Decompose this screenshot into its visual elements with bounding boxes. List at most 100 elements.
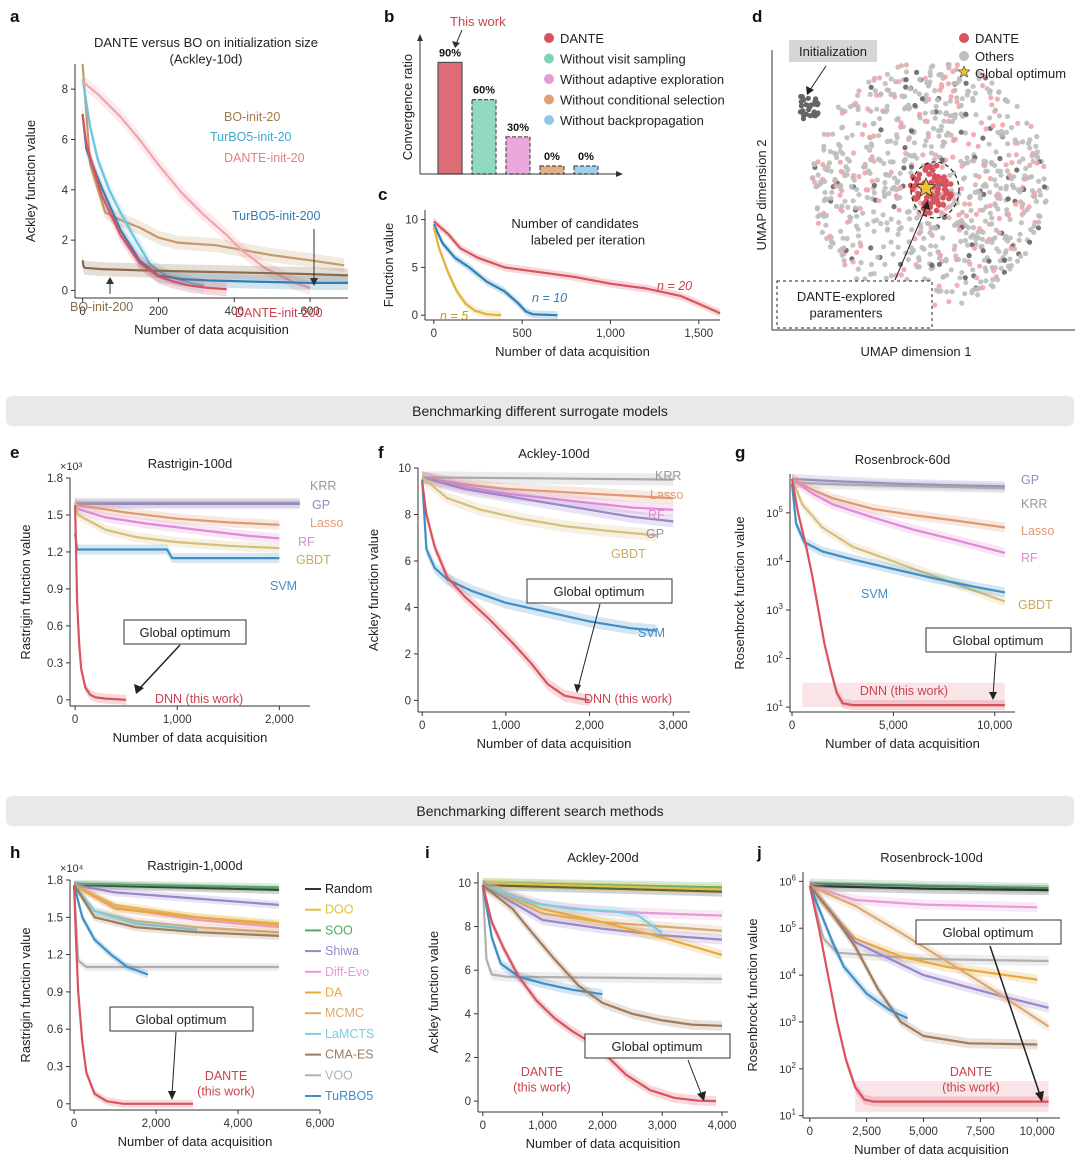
scatter-point <box>937 87 943 93</box>
scatter-point <box>851 172 857 179</box>
annotation-box <box>584 1033 731 1059</box>
scatter-point <box>868 141 874 147</box>
annotation-this-work: This work <box>450 14 506 29</box>
scatter-point <box>932 302 938 308</box>
x-tick-label: 0 <box>480 1120 486 1132</box>
scatter-point <box>912 205 918 211</box>
scatter-point <box>850 242 856 248</box>
scatter-point <box>884 87 890 93</box>
scatter-point <box>838 168 844 175</box>
scatter-point <box>1030 158 1036 165</box>
scatter-point <box>943 256 949 262</box>
scatter-point <box>844 235 850 242</box>
scatter-point <box>956 227 963 233</box>
scatter-point <box>1014 167 1020 173</box>
scatter-point <box>1034 160 1040 166</box>
arrow <box>171 1031 177 1096</box>
x-tick-label: 0 <box>419 720 425 732</box>
y-tick-label: 4 <box>405 602 412 614</box>
scatter-point <box>980 72 986 78</box>
scatter-point <box>912 88 918 94</box>
series-band <box>809 880 1049 1107</box>
y-tick-label: 4 <box>62 185 69 197</box>
scatter-point <box>868 261 875 268</box>
scatter-point <box>839 125 845 131</box>
x-tick-label: 0 <box>71 1118 77 1130</box>
series-label: Lasso <box>1021 524 1054 538</box>
x-tick-label: 400 <box>225 306 244 318</box>
x-tick-label: 1,000 <box>163 714 192 726</box>
scatter-point <box>825 131 831 138</box>
scatter-point <box>906 216 913 222</box>
scatter-point <box>840 151 846 157</box>
scatter-point <box>905 257 911 263</box>
scatter-point <box>998 172 1004 178</box>
scatter-point <box>928 64 934 70</box>
scatter-point <box>896 219 902 225</box>
scatter-point <box>982 162 988 168</box>
scatter-point <box>997 193 1003 199</box>
scatter-point-dante <box>915 175 922 182</box>
series-band <box>75 497 280 544</box>
scatter-point <box>948 94 954 100</box>
panel-letter-g: g <box>735 443 745 462</box>
series-line <box>791 477 1006 529</box>
scatter-point <box>923 118 929 124</box>
scatter-point <box>892 79 899 85</box>
x-tick-label: 1,000 <box>491 720 520 732</box>
scatter-point <box>970 83 976 89</box>
series-band <box>75 497 280 554</box>
bar-value-label: 30% <box>507 122 529 134</box>
scatter-point <box>828 238 834 244</box>
scatter-point <box>821 143 827 149</box>
scatter-point <box>959 96 965 102</box>
scatter-point <box>999 133 1006 139</box>
series-label: GP <box>1021 473 1039 487</box>
scatter-point <box>858 260 864 266</box>
series-band <box>809 880 1049 966</box>
series-line <box>421 476 674 511</box>
scatter-point <box>855 266 861 272</box>
y-tick-label: 1.2 <box>47 547 63 559</box>
scatter-point <box>982 218 989 224</box>
scatter-point <box>864 194 870 201</box>
scatter-point <box>912 102 918 109</box>
scatter-point <box>838 206 844 212</box>
dante-band <box>855 1080 1049 1112</box>
scatter-point <box>944 289 950 295</box>
series-line <box>432 226 502 317</box>
scatter-point-dante <box>935 174 941 181</box>
chart-g: 0 5,000 10,000 101 102 103 104 105 Number of dat… <box>732 452 1072 751</box>
scatter-point <box>967 193 973 199</box>
scatter-point <box>927 230 933 236</box>
scatter-point <box>1004 207 1010 213</box>
series-band <box>482 880 603 1000</box>
scatter-point <box>954 99 960 105</box>
scatter-point <box>1015 120 1021 126</box>
scatter-point <box>922 143 928 149</box>
y-tick-label: 5 <box>412 262 418 274</box>
scatter-point <box>947 98 953 104</box>
scatter-point <box>974 275 980 281</box>
scatter-point <box>916 91 923 97</box>
bar <box>539 165 565 175</box>
scatter-point <box>943 101 949 107</box>
series-label: KRR <box>655 469 681 483</box>
scatter-point <box>917 76 923 83</box>
arrow-explored <box>894 204 928 281</box>
scatter-point <box>907 85 913 92</box>
y-tick-label: 103 <box>779 1014 796 1029</box>
scatter-point <box>911 140 918 146</box>
scatter-point <box>869 178 875 184</box>
scatter-point <box>996 249 1002 255</box>
arrow <box>989 945 1041 1096</box>
y-tick-label: 102 <box>779 1061 796 1076</box>
label-bo-init-200: BO-init-200 <box>70 300 133 314</box>
scatter-point <box>987 189 993 195</box>
scatter-point <box>978 120 985 126</box>
panel-letter-b: b <box>384 7 394 26</box>
scatter-point <box>852 205 859 211</box>
scatter-point <box>903 104 909 110</box>
y-tick-label: 1.5 <box>47 912 63 924</box>
series-line <box>81 78 205 287</box>
